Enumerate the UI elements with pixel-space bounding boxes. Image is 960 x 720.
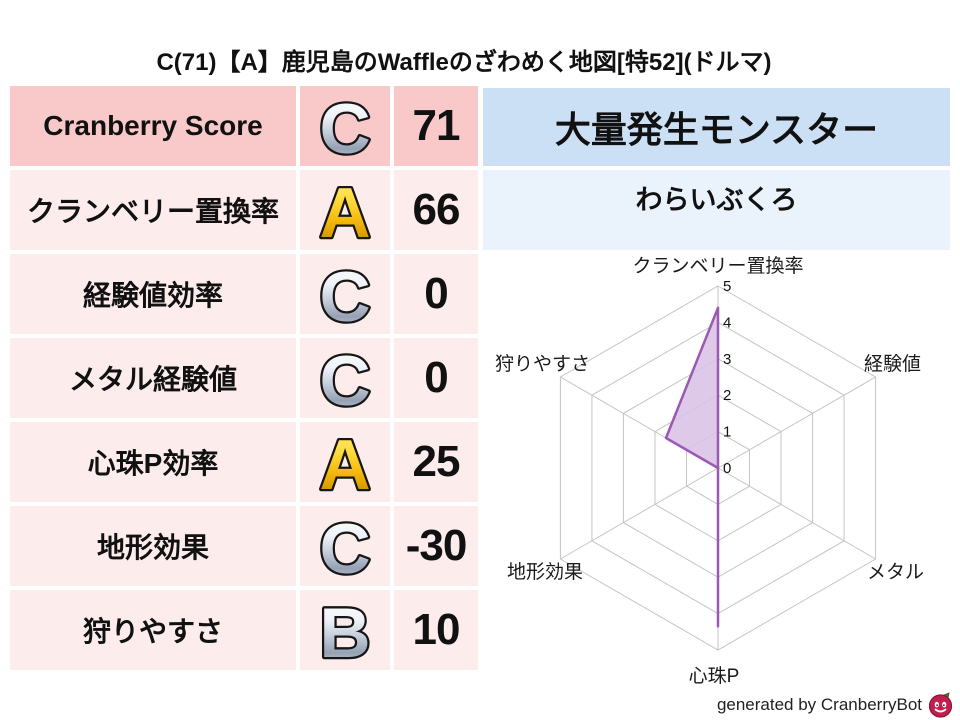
radar-tick-label: 2 bbox=[723, 387, 731, 404]
grade-cell: A bbox=[300, 422, 390, 502]
footer-credit: generated by CranberryBot bbox=[717, 691, 954, 718]
radar-tick-label: 3 bbox=[723, 351, 731, 368]
radar-axis-label: 経験値 bbox=[864, 354, 922, 375]
radar-tick-label: 5 bbox=[723, 278, 731, 295]
table-row: 地形効果 C -30 bbox=[10, 506, 478, 586]
row-label: 心珠P効率 bbox=[10, 422, 296, 502]
grade-cell: C bbox=[300, 86, 390, 166]
row-label: メタル経験値 bbox=[10, 338, 296, 418]
row-label: Cranberry Score bbox=[10, 86, 296, 166]
table-row: 心珠P効率 A 25 bbox=[10, 422, 478, 502]
radar-axis-label: 心珠P bbox=[688, 666, 740, 687]
radar-axis-label: 地形効果 bbox=[506, 562, 583, 583]
row-value: -30 bbox=[394, 506, 478, 586]
grade-icon: C bbox=[317, 509, 373, 583]
page-title: C(71)【A】鹿児島のWaffleのざわめく地図[特52](ドルマ) bbox=[156, 49, 772, 76]
grade-cell: C bbox=[300, 506, 390, 586]
grade-icon: B bbox=[317, 593, 373, 667]
monster-header: 大量発生モンスター bbox=[483, 88, 950, 166]
row-label: クランベリー置換率 bbox=[10, 170, 296, 250]
svg-text:B: B bbox=[319, 593, 370, 667]
table-row: 経験値効率 C 0 bbox=[10, 254, 478, 334]
radar-axis-label: クランベリー置換率 bbox=[632, 256, 804, 277]
radar-tick-label: 1 bbox=[723, 424, 731, 441]
table-row: 狩りやすさ B 10 bbox=[10, 590, 478, 670]
svg-text:A: A bbox=[319, 425, 370, 499]
radar-tick-label: 4 bbox=[723, 314, 731, 331]
grade-icon: C bbox=[317, 89, 373, 163]
grade-cell: A bbox=[300, 170, 390, 250]
grade-icon: C bbox=[317, 257, 373, 331]
grade-cell: C bbox=[300, 338, 390, 418]
grade-icon: C bbox=[317, 341, 373, 415]
row-value: 0 bbox=[394, 254, 478, 334]
radar-tick-label: 0 bbox=[723, 460, 731, 477]
grade-icon: A bbox=[317, 173, 373, 247]
row-label: 地形効果 bbox=[10, 506, 296, 586]
row-label: 経験値効率 bbox=[10, 254, 296, 334]
svg-text:C: C bbox=[319, 509, 370, 583]
svg-text:C: C bbox=[319, 341, 370, 415]
svg-text:C: C bbox=[319, 257, 370, 331]
row-value: 66 bbox=[394, 170, 478, 250]
row-value: 0 bbox=[394, 338, 478, 418]
grade-cell: B bbox=[300, 590, 390, 670]
table-row: メタル経験値 C 0 bbox=[10, 338, 478, 418]
score-table: Cranberry Score C 71 クランベリー置換率 A 66 経験値効… bbox=[10, 86, 478, 670]
credit-text: generated by CranberryBot bbox=[716, 694, 922, 714]
table-row: Cranberry Score C 71 bbox=[10, 86, 478, 166]
cranberry-slime-icon bbox=[928, 692, 953, 718]
table-row: クランベリー置換率 A 66 bbox=[10, 170, 478, 250]
grade-cell: C bbox=[300, 254, 390, 334]
svg-text:A: A bbox=[319, 173, 370, 247]
grade-icon: A bbox=[317, 425, 373, 499]
row-label: 狩りやすさ bbox=[10, 590, 296, 670]
row-value: 71 bbox=[394, 86, 478, 166]
row-value: 25 bbox=[394, 422, 478, 502]
radar-axis-label: メタル bbox=[867, 562, 925, 583]
radar-axis-label: 狩りやすさ bbox=[494, 354, 590, 375]
svg-text:C: C bbox=[319, 89, 370, 163]
monster-name: わらいぶくろ bbox=[483, 170, 950, 250]
row-value: 10 bbox=[394, 590, 478, 670]
